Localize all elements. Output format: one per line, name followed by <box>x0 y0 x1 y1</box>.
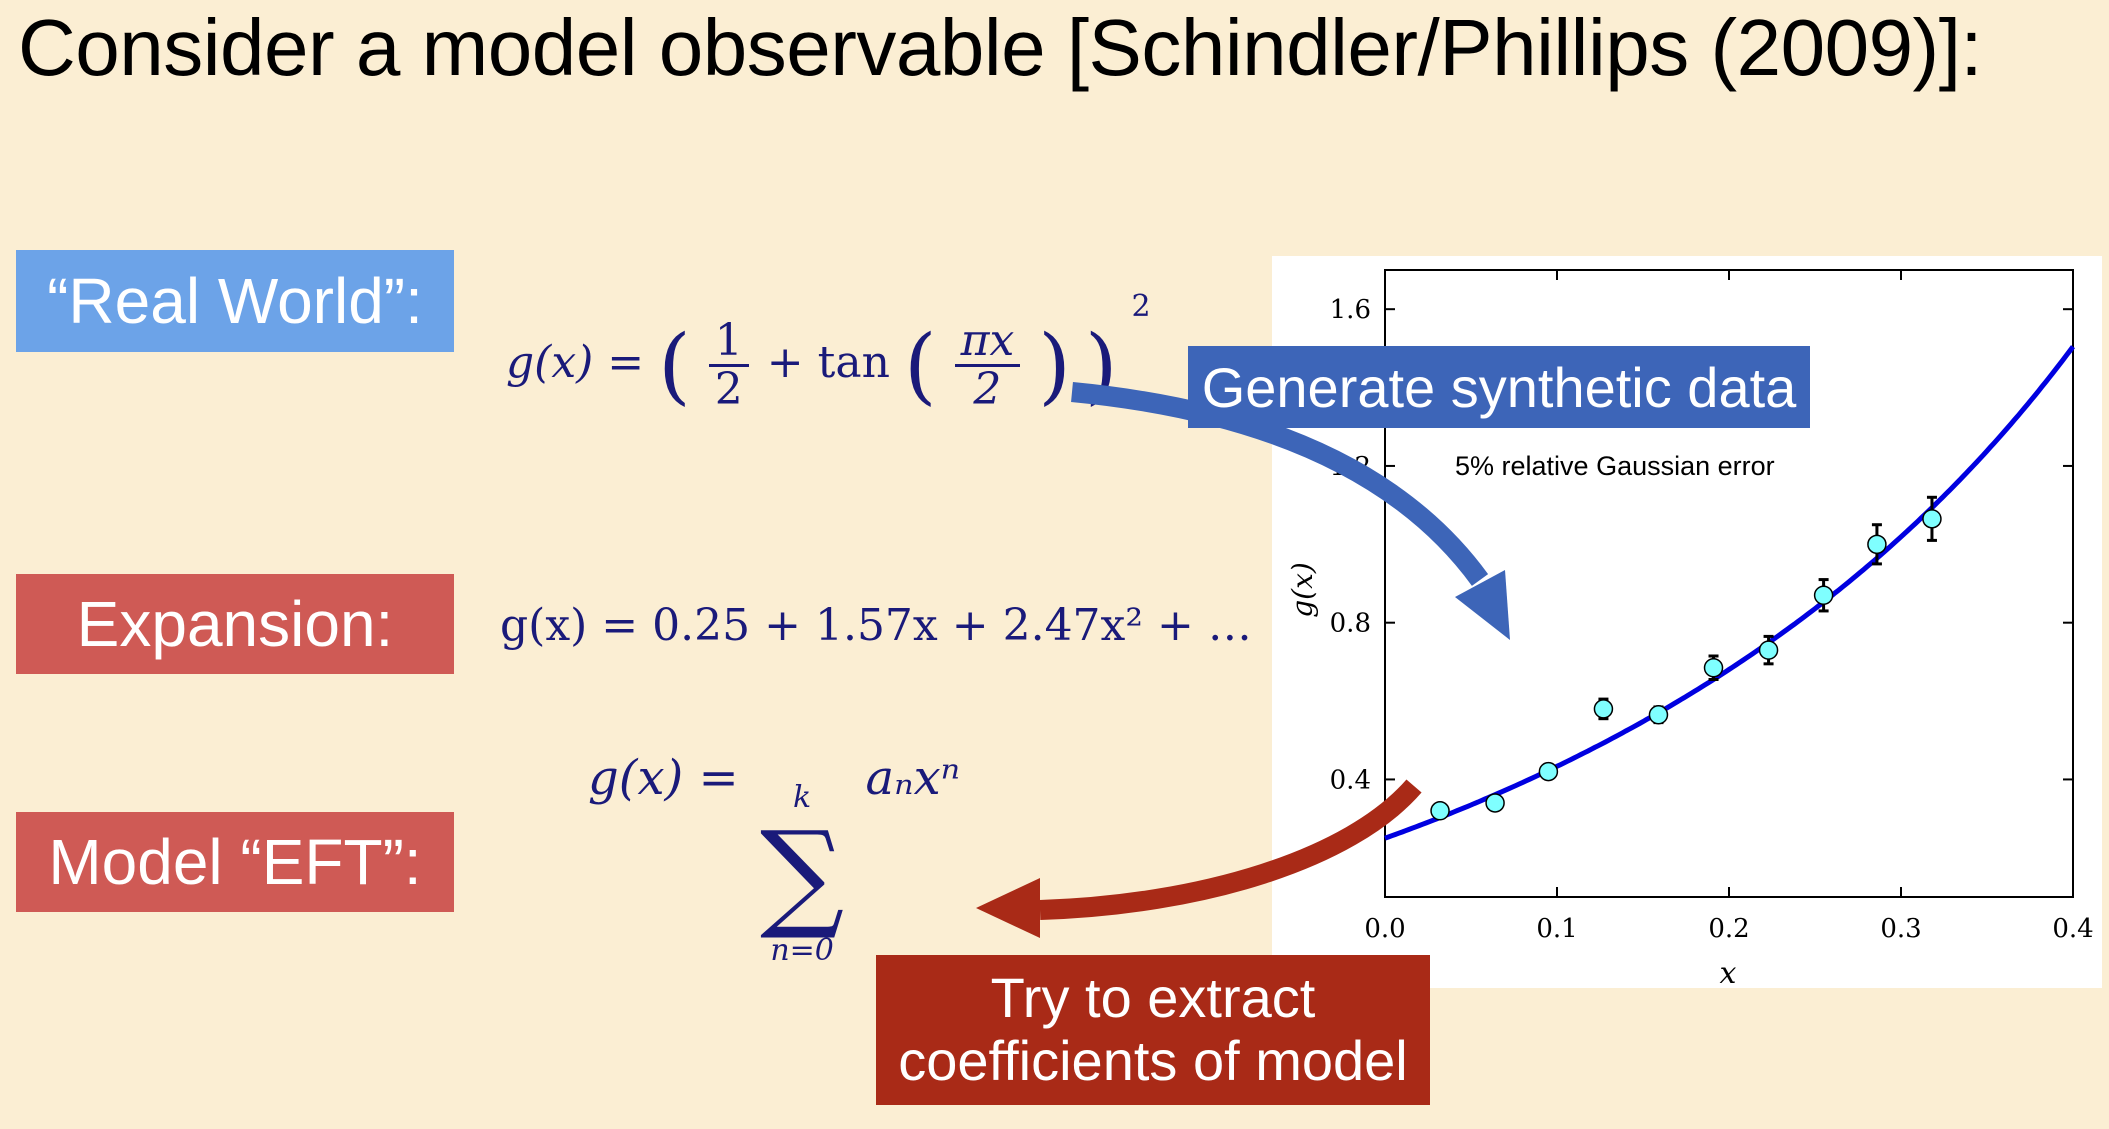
model-equation: g(x) = k ∑ n=0 aₙxⁿ <box>588 750 960 968</box>
sum-upper-limit: k <box>793 780 812 815</box>
sum-lower-limit: n=0 <box>770 933 834 968</box>
data-point <box>1593 699 1614 719</box>
x-tick-label: 0.3 <box>1880 914 1921 944</box>
extract-arrow-icon <box>1039 779 1422 920</box>
square-exponent: 2 <box>1131 288 1151 324</box>
generate-arrow-icon <box>1071 382 1489 586</box>
x-axis-label: x <box>1720 956 1737 991</box>
data-point <box>1703 658 1724 678</box>
summation: k ∑ n=0 <box>760 780 844 968</box>
tan-argument-fraction: πx 2 <box>954 317 1021 416</box>
annotation-text: 5% relative Gaussian error <box>1455 451 1775 481</box>
x-tick-label: 0.0 <box>1364 914 1405 944</box>
data-point <box>1538 761 1559 782</box>
half-numerator: 1 <box>708 317 749 368</box>
expansion-label: Expansion: <box>16 574 454 674</box>
x-tick-label: 0.2 <box>1708 914 1749 944</box>
generate-arrowhead-icon <box>1455 570 1510 640</box>
y-tick-label: 1.6 <box>1330 295 1371 325</box>
sigma-icon: ∑ <box>760 805 845 943</box>
extract-callout: Try to extract coefficients of model <box>876 955 1430 1105</box>
x-tick-label: 0.1 <box>1536 914 1577 944</box>
data-point <box>1813 585 1834 606</box>
tan-function: tan <box>817 337 890 389</box>
extract-line-2: coefficients of model <box>898 1029 1408 1092</box>
y-axis-label: g(x) <box>1286 562 1319 618</box>
real-world-lhs: g(x) = <box>506 337 645 389</box>
model-curve <box>1384 345 2076 841</box>
slide-title: Consider a model observable [Schindler/P… <box>18 3 1983 92</box>
plus-sign: + <box>766 337 804 389</box>
arg-denominator: 2 <box>973 364 1002 416</box>
left-paren-icon: ( <box>658 315 691 414</box>
data-point <box>1648 705 1669 725</box>
model-lhs: g(x) = <box>588 750 739 806</box>
data-point <box>1485 793 1505 813</box>
inner-right-paren-icon: ) <box>1038 315 1071 414</box>
extract-line-1: Try to extract <box>990 966 1316 1030</box>
half-denominator: 2 <box>714 364 743 416</box>
inner-left-paren-icon: ( <box>903 315 937 414</box>
real-world-label: “Real World”: <box>16 250 454 352</box>
generate-callout: Generate synthetic data <box>1188 346 1810 428</box>
expansion-equation: g(x) = 0.25 + 1.57x + 2.47x² + … <box>500 600 1252 651</box>
extract-arrowhead-icon <box>976 878 1040 938</box>
y-tick-label: 0.4 <box>1330 765 1371 795</box>
data-point <box>1758 640 1779 660</box>
x-tick-label: 0.4 <box>2052 914 2093 944</box>
data-point <box>1867 534 1887 555</box>
model-eft-label: Model “EFT”: <box>16 812 454 912</box>
data-point <box>1922 509 1942 529</box>
data-point <box>1430 801 1450 821</box>
arg-numerator: πx <box>954 317 1021 368</box>
model-term: aₙxⁿ <box>865 750 961 806</box>
y-tick-label: 0.8 <box>1330 609 1371 639</box>
